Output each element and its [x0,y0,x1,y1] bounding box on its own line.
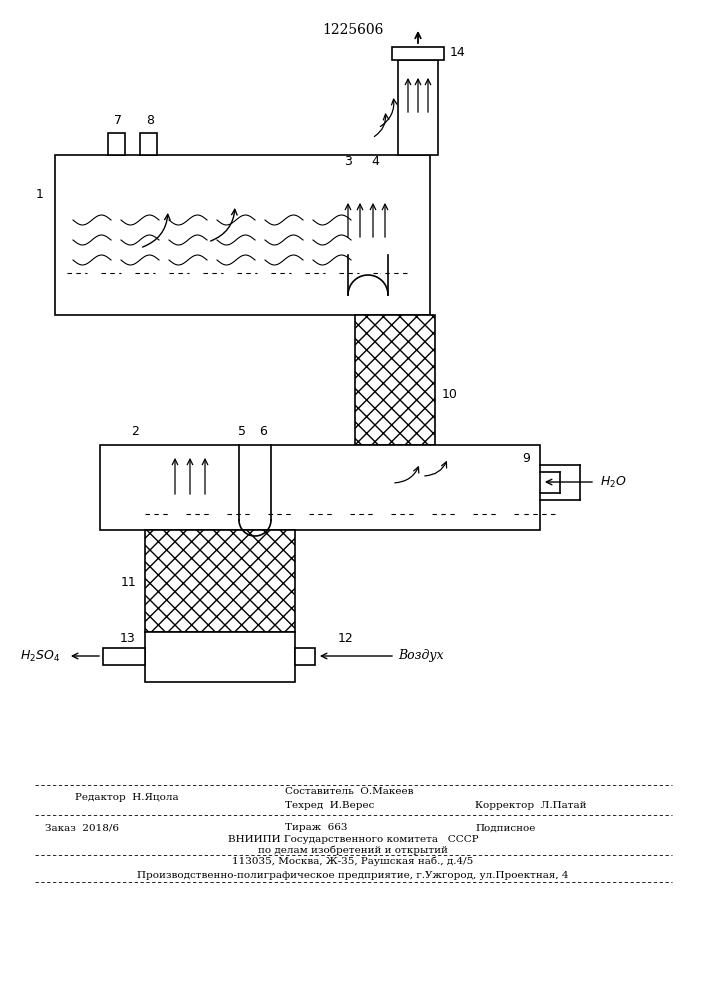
Text: 12: 12 [338,632,354,645]
Text: $H_2SO_4$: $H_2SO_4$ [20,648,60,664]
Text: 14: 14 [450,45,466,58]
Text: Тираж  663: Тираж 663 [285,824,348,832]
Text: 13: 13 [120,632,136,645]
Text: Воздух: Воздух [398,650,443,662]
Text: 113035, Москва, Ж-35, Раушская наб., д.4/5: 113035, Москва, Ж-35, Раушская наб., д.4… [233,856,474,866]
Bar [145,632,295,682]
Text: Заказ  2018/6: Заказ 2018/6 [45,824,119,832]
Text: 1225606: 1225606 [322,23,384,37]
Bar [55,155,430,315]
Bar [100,445,540,530]
Bar [108,133,125,155]
Text: 10: 10 [442,388,458,401]
Text: Редактор  Н.Яцола: Редактор Н.Яцола [75,794,179,802]
Text: Составитель  О.Макеев: Составитель О.Макеев [285,788,414,796]
Bar [145,530,295,632]
Text: Производственно-полиграфическое предприятие, г.Ужгород, ул.Проектная, 4: Производственно-полиграфическое предприя… [137,871,568,880]
Text: 6: 6 [259,425,267,438]
Text: 3: 3 [344,155,352,168]
Text: по делам изобретений и открытий: по делам изобретений и открытий [258,845,448,855]
Text: Техред  И.Верес: Техред И.Верес [285,802,375,810]
Text: 1: 1 [36,188,44,202]
Text: 11: 11 [120,576,136,588]
Text: ВНИИПИ Государственного комитета   СССР: ВНИИПИ Государственного комитета СССР [228,836,479,844]
Text: 4: 4 [371,155,379,168]
Bar [295,648,315,665]
Bar [392,47,444,60]
Text: $H_2O$: $H_2O$ [600,474,626,490]
Text: 8: 8 [146,114,154,127]
Bar [398,60,438,155]
Bar [103,648,145,665]
Text: Подписное: Подписное [475,824,535,832]
Text: 9: 9 [522,452,530,464]
Bar [355,315,435,445]
Bar [140,133,157,155]
Text: Корректор  Л.Патай: Корректор Л.Патай [475,802,587,810]
Text: 7: 7 [114,114,122,127]
Text: 2: 2 [131,425,139,438]
Text: 5: 5 [238,425,246,438]
